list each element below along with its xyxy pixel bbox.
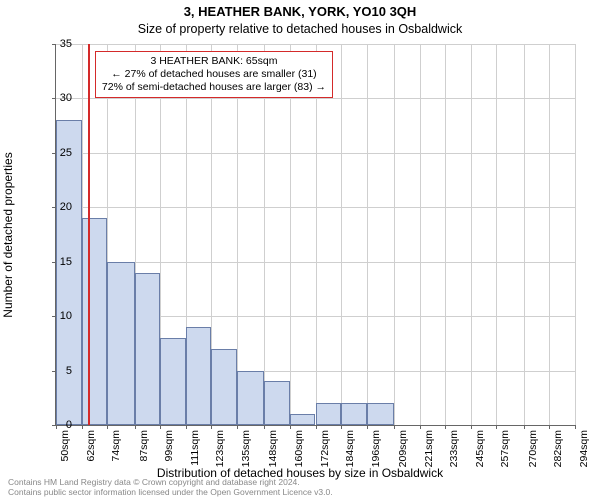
x-tick-label: 148sqm [267, 430, 279, 467]
annotation-line-2: ← 27% of detached houses are smaller (31… [102, 68, 326, 81]
chart-container: 3, HEATHER BANK, YORK, YO10 3QH Size of … [0, 0, 600, 500]
x-tick-label: 160sqm [293, 430, 305, 467]
x-tick-label: 99sqm [163, 430, 175, 462]
annotation-line-1: 3 HEATHER BANK: 65sqm [102, 55, 326, 68]
x-tick-label: 74sqm [110, 430, 122, 462]
y-tick-label: 5 [52, 365, 72, 377]
x-tick-label: 257sqm [499, 430, 511, 467]
histogram-bar [290, 414, 316, 425]
plot-area: 3 HEATHER BANK: 65sqm← 27% of detached h… [55, 44, 575, 426]
y-tick-label: 35 [52, 38, 72, 50]
histogram-bar [264, 381, 290, 425]
y-tick-label: 15 [52, 256, 72, 268]
x-tick-label: 184sqm [344, 430, 356, 467]
x-tick-label: 62sqm [85, 430, 97, 462]
histogram-bar [316, 403, 342, 425]
x-tick-label: 196sqm [370, 430, 382, 467]
chart-subtitle: Size of property relative to detached ho… [0, 22, 600, 36]
y-tick-label: 30 [52, 92, 72, 104]
histogram-bar [135, 273, 161, 425]
x-tick-label: 87sqm [138, 430, 150, 462]
x-tick-label: 50sqm [59, 430, 71, 462]
histogram-bar [107, 262, 135, 425]
x-tick-label: 233sqm [448, 430, 460, 467]
x-tick-label: 270sqm [527, 430, 539, 467]
footer-attribution: Contains HM Land Registry data © Crown c… [8, 478, 333, 498]
annotation-box: 3 HEATHER BANK: 65sqm← 27% of detached h… [95, 51, 333, 98]
histogram-bar [160, 338, 186, 425]
y-tick-label: 20 [52, 201, 72, 213]
histogram-bar [186, 327, 212, 425]
annotation-line-3: 72% of semi-detached houses are larger (… [102, 81, 326, 94]
footer-line-2: Contains public sector information licen… [8, 488, 333, 498]
y-tick-label: 10 [52, 310, 72, 322]
y-axis-label: Number of detached properties [1, 152, 15, 317]
x-tick-label: 123sqm [214, 430, 226, 467]
x-tick-label: 294sqm [578, 430, 590, 467]
x-tick-label: 221sqm [423, 430, 435, 467]
histogram-bar [237, 371, 265, 425]
x-tick-label: 282sqm [552, 430, 564, 467]
histogram-bar [367, 403, 395, 425]
histogram-bar [211, 349, 237, 425]
histogram-bar [82, 218, 108, 425]
histogram-bar [341, 403, 367, 425]
histogram-bar [56, 120, 82, 425]
reference-line [88, 44, 90, 425]
x-tick-label: 111sqm [189, 430, 201, 466]
x-tick-label: 245sqm [474, 430, 486, 467]
y-tick-label: 25 [52, 147, 72, 159]
x-tick-label: 209sqm [397, 430, 409, 467]
x-tick-label: 172sqm [319, 430, 331, 467]
x-tick-label: 135sqm [240, 430, 252, 467]
chart-title: 3, HEATHER BANK, YORK, YO10 3QH [0, 4, 600, 19]
